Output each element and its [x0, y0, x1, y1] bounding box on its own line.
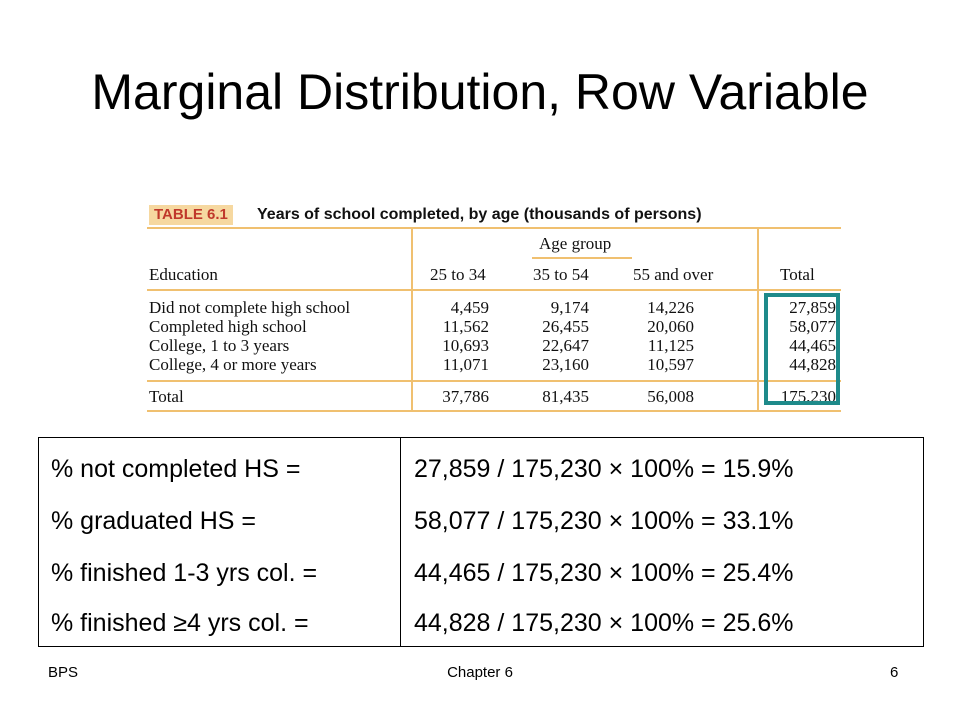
- calculation-formula: 44,828 / 175,230 × 100% = 25.6%: [414, 609, 794, 637]
- cell-value: 37,786: [442, 387, 489, 406]
- cell-value: 9,174: [550, 298, 589, 317]
- footer-left: BPS: [48, 664, 79, 681]
- row-label: College, 4 or more years: [149, 355, 317, 374]
- col-header-35-54: 35 to 54: [533, 265, 589, 284]
- rule-vertical-1: [411, 227, 413, 412]
- calculation-label: % not completed HS =: [51, 455, 301, 483]
- cell-value: 11,562: [442, 317, 489, 336]
- cell-total: 44,828: [789, 355, 836, 374]
- row-label: Did not complete high school: [149, 298, 351, 317]
- cell-value: 26,455: [542, 317, 589, 336]
- col-header-education: Education: [149, 265, 218, 284]
- rule-bottom: [147, 410, 841, 412]
- table-caption-text: Years of school completed, by age (thous…: [257, 206, 702, 223]
- cell-total: 44,465: [789, 336, 836, 355]
- cell-value: 56,008: [647, 387, 694, 406]
- cell-value: 22,647: [542, 336, 589, 355]
- calculation-row: % finished 1-3 yrs col. = 44,465 / 175,2…: [39, 547, 923, 599]
- col-header-55-over: 55 and over: [633, 265, 714, 284]
- slide-title: Marginal Distribution, Row Variable: [91, 64, 869, 120]
- calculation-divider: [400, 438, 401, 646]
- calculation-row: % graduated HS = 58,077 / 175,230 × 100%…: [39, 495, 923, 547]
- col-header-25-34: 25 to 34: [430, 265, 486, 284]
- table-badge: TABLE 6.1: [149, 205, 233, 225]
- calculation-label: % finished 1-3 yrs col. =: [51, 559, 318, 587]
- footer-center: Chapter 6: [447, 664, 513, 681]
- calculation-row: % finished ≥4 yrs col. = 44,828 / 175,23…: [39, 597, 923, 649]
- cell-value: 11,125: [647, 336, 694, 355]
- cell-value: 10,597: [647, 355, 694, 374]
- cell-value: 10,693: [442, 336, 489, 355]
- total-row-label: Total: [149, 387, 184, 406]
- calculation-formula: 44,465 / 175,230 × 100% = 25.4%: [414, 559, 794, 587]
- calculation-box: % not completed HS = 27,859 / 175,230 × …: [38, 437, 924, 647]
- row-label: College, 1 to 3 years: [149, 336, 290, 355]
- rule-total: [147, 380, 841, 382]
- footer-page-number: 6: [890, 664, 899, 681]
- calculation-label: % finished ≥4 yrs col. =: [51, 609, 309, 637]
- rule-header: [147, 289, 841, 291]
- rule-vertical-2: [757, 227, 759, 412]
- total-column-highlight: [764, 293, 840, 405]
- table-6-1: TABLE 6.1 Years of school completed, by …: [147, 202, 841, 412]
- cell-value: 11,071: [442, 355, 489, 374]
- rule-top: [147, 227, 841, 229]
- cell-value: 23,160: [542, 355, 589, 374]
- table-caption: TABLE 6.1 Years of school completed, by …: [147, 202, 841, 227]
- calculation-label: % graduated HS =: [51, 507, 256, 535]
- row-label: Completed high school: [149, 317, 307, 336]
- cell-value: 14,226: [647, 298, 694, 317]
- cell-value: 20,060: [647, 317, 694, 336]
- cell-value: 4,459: [450, 298, 489, 317]
- calculation-formula: 27,859 / 175,230 × 100% = 15.9%: [414, 455, 794, 483]
- col-header-total: Total: [780, 265, 815, 284]
- cell-value: 81,435: [542, 387, 589, 406]
- age-group-header: Age group: [539, 234, 612, 253]
- rule-age-group: [532, 257, 632, 259]
- cell-total: 27,859: [789, 298, 836, 317]
- cell-total: 58,077: [789, 317, 836, 336]
- calculation-row: % not completed HS = 27,859 / 175,230 × …: [39, 443, 923, 495]
- calculation-formula: 58,077 / 175,230 × 100% = 33.1%: [414, 507, 794, 535]
